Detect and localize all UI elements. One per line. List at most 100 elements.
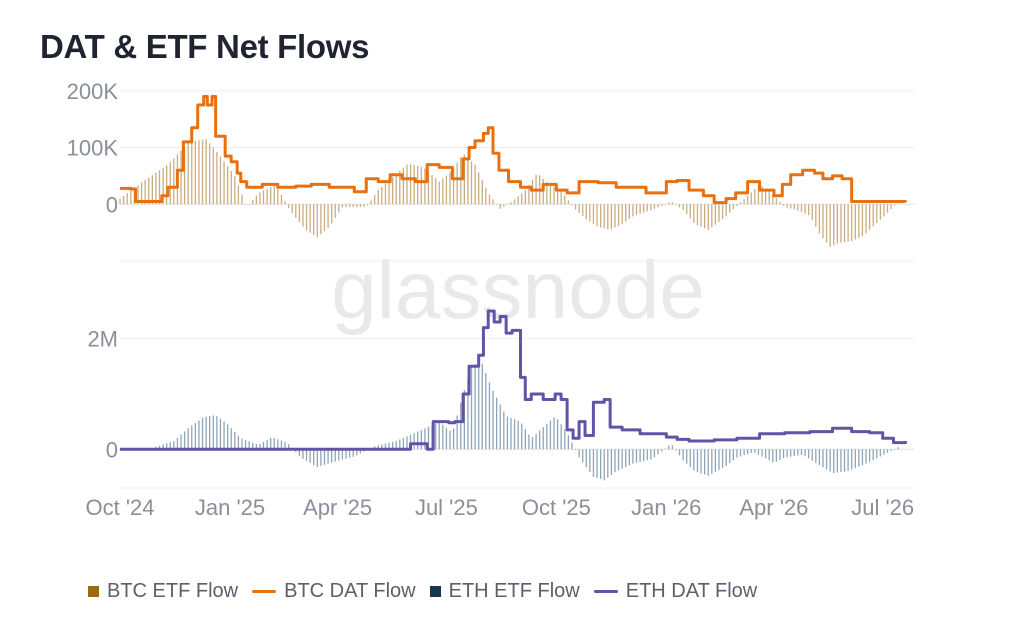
eth-etf-flow-bar bbox=[886, 449, 889, 453]
eth-etf-flow-bar bbox=[273, 437, 275, 450]
legend-item-eth-dat-flow[interactable]: ETH DAT Flow bbox=[593, 580, 758, 603]
eth-etf-flow-bar bbox=[173, 440, 175, 450]
btc-etf-flow-bar bbox=[298, 204, 301, 223]
btc-etf-flow-bar bbox=[284, 201, 286, 205]
btc-etf-flow-bar bbox=[851, 204, 853, 242]
btc-etf-flow-bar bbox=[205, 139, 207, 205]
eth-etf-flow-bar bbox=[183, 431, 186, 450]
btc-etf-flow-bar bbox=[442, 178, 444, 205]
btc-etf-flow-bar bbox=[173, 158, 175, 205]
legend-swatch bbox=[88, 586, 99, 597]
y-tick-label: 0 bbox=[106, 437, 118, 462]
eth-etf-flow-bar bbox=[252, 442, 254, 450]
eth-etf-flow-bar bbox=[478, 362, 480, 450]
eth-etf-flow-bar bbox=[703, 449, 706, 475]
btc-etf-flow-bar bbox=[417, 165, 419, 205]
eth-dat-flow-line bbox=[120, 309, 907, 451]
btc-etf-flow-bar bbox=[668, 202, 670, 205]
btc-etf-flow-bar bbox=[316, 204, 318, 238]
eth-etf-flow-bar bbox=[571, 442, 573, 450]
eth-etf-flow-bar bbox=[868, 449, 871, 462]
btc-etf-flow-bar bbox=[348, 204, 351, 208]
btc-etf-flow-bar bbox=[858, 204, 860, 238]
btc-etf-flow-bar bbox=[406, 164, 408, 205]
eth-etf-flow-bar bbox=[822, 449, 824, 468]
btc-etf-flow-bar bbox=[305, 204, 308, 231]
eth-etf-flow-bar bbox=[804, 449, 806, 457]
btc-etf-flow-bar bbox=[589, 204, 591, 222]
eth-etf-flow-bar bbox=[639, 449, 641, 462]
y-tick-label: 0 bbox=[106, 192, 118, 217]
eth-etf-flow-bar bbox=[309, 449, 311, 463]
btc-etf-flow-bar bbox=[320, 204, 322, 235]
eth-etf-flow-series bbox=[119, 362, 899, 481]
eth-etf-flow-bar bbox=[650, 449, 652, 460]
eth-etf-flow-bar bbox=[811, 449, 813, 461]
eth-etf-flow-bar bbox=[517, 420, 519, 450]
eth-etf-flow-bar bbox=[610, 449, 613, 475]
eth-etf-flow-bar bbox=[764, 449, 767, 459]
btc-etf-flow-bar bbox=[331, 204, 333, 224]
eth-etf-flow-bar bbox=[187, 428, 189, 450]
btc-etf-flow-bar bbox=[696, 204, 699, 226]
eth-etf-flow-bar bbox=[503, 411, 505, 450]
eth-etf-flow-bar bbox=[399, 439, 401, 450]
btc-etf-flow-bar bbox=[166, 165, 168, 205]
btc-etf-flow-bar bbox=[287, 204, 290, 208]
btc-etf-flow-bar bbox=[219, 156, 222, 205]
eth-etf-flow-bar bbox=[521, 423, 523, 450]
btc-etf-flow-bar bbox=[635, 204, 638, 215]
eth-etf-flow-bar bbox=[255, 443, 257, 450]
legend-label: ETH DAT Flow bbox=[625, 580, 758, 602]
btc-etf-flow-bar bbox=[402, 167, 405, 205]
eth-etf-flow-bar bbox=[599, 449, 602, 480]
eth-etf-flow-bar bbox=[542, 427, 544, 450]
eth-etf-flow-bar bbox=[374, 446, 376, 450]
eth-etf-flow-bar bbox=[711, 449, 713, 474]
eth-etf-flow-bar bbox=[851, 449, 853, 470]
btc-etf-flow-bar bbox=[503, 204, 505, 207]
btc-etf-flow-bar bbox=[495, 204, 498, 205]
legend-item-btc-dat-flow[interactable]: BTC DAT Flow bbox=[252, 580, 416, 603]
btc-etf-flow-bar bbox=[244, 204, 247, 205]
btc-etf-flow-bar bbox=[226, 166, 229, 205]
eth-etf-flow-bar bbox=[348, 449, 351, 458]
legend-item-btc-etf-flow[interactable]: BTC ETF Flow bbox=[88, 580, 238, 603]
eth-etf-flow-bar bbox=[876, 449, 878, 459]
btc-etf-flow-bar bbox=[786, 204, 788, 208]
legend-item-eth-etf-flow[interactable]: ETH ETF Flow bbox=[429, 580, 580, 603]
btc-etf-flow-bar bbox=[345, 204, 347, 208]
eth-etf-flow-bar bbox=[166, 443, 168, 450]
eth-etf-flow-bar bbox=[564, 429, 566, 450]
eth-etf-flow-bar bbox=[381, 444, 383, 450]
btc-dat-flow-series bbox=[120, 95, 907, 205]
btc-etf-flow-bar bbox=[209, 143, 211, 205]
eth-etf-flow-bar bbox=[244, 439, 247, 450]
eth-etf-flow-bar bbox=[438, 421, 440, 450]
eth-etf-flow-bar bbox=[212, 415, 214, 450]
eth-etf-flow-bar bbox=[700, 449, 702, 474]
btc-etf-flow-bar bbox=[302, 204, 304, 227]
eth-etf-flow-bar bbox=[686, 449, 688, 464]
eth-etf-flow-bar bbox=[861, 449, 864, 466]
btc-etf-flow-bar bbox=[843, 204, 846, 243]
btc-etf-flow-bar bbox=[768, 191, 770, 205]
watermark-text: glassnode bbox=[331, 245, 705, 336]
btc-etf-flow-bar bbox=[262, 190, 265, 205]
btc-etf-flow-bar bbox=[833, 204, 835, 246]
eth-flow-panel: 0 2M bbox=[87, 309, 915, 489]
btc-etf-flow-bar bbox=[592, 204, 595, 224]
eth-etf-flow-bar bbox=[761, 449, 763, 457]
eth-etf-flow-bar bbox=[219, 418, 222, 450]
btc-etf-flow-bar bbox=[162, 167, 164, 205]
legend-label: BTC ETF Flow bbox=[107, 580, 239, 602]
eth-etf-flow-bar bbox=[614, 449, 616, 473]
eth-etf-flow-bar bbox=[445, 427, 448, 450]
btc-etf-flow-bar bbox=[381, 186, 383, 205]
btc-etf-flow-bar bbox=[309, 204, 311, 233]
btc-etf-flow-bar bbox=[270, 186, 272, 205]
eth-etf-flow-bar bbox=[513, 419, 516, 450]
eth-etf-flow-bar bbox=[585, 449, 587, 468]
eth-etf-flow-bar bbox=[248, 441, 250, 450]
eth-etf-flow-bar bbox=[435, 423, 437, 450]
